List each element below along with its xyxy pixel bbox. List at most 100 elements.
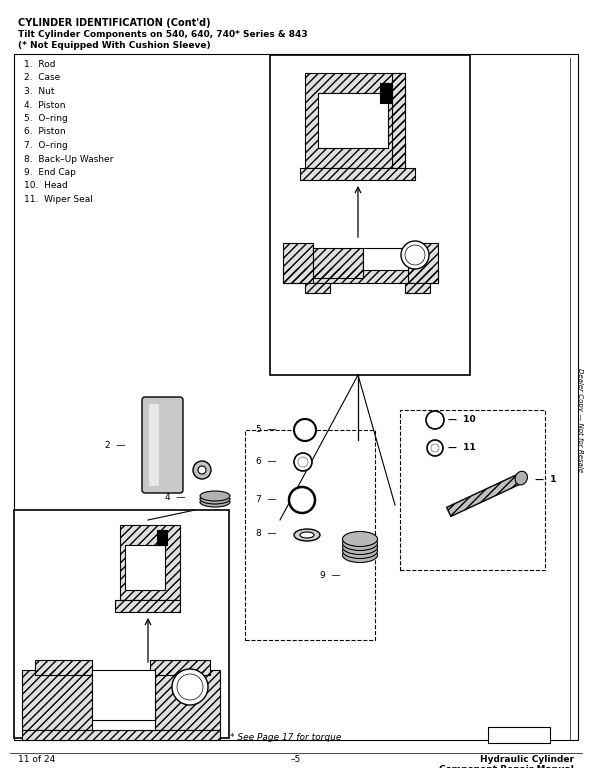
Text: —  1: — 1 bbox=[535, 475, 556, 485]
Bar bbox=[488, 727, 550, 743]
Bar bbox=[392, 73, 405, 168]
Text: 1.  Rod: 1. Rod bbox=[24, 60, 56, 69]
Circle shape bbox=[405, 245, 425, 265]
Bar bbox=[120, 525, 180, 600]
Ellipse shape bbox=[343, 539, 378, 554]
Bar bbox=[313, 248, 363, 278]
Bar bbox=[363, 255, 408, 268]
Bar bbox=[92, 670, 155, 720]
Bar bbox=[14, 54, 578, 740]
Text: 5.  O–ring: 5. O–ring bbox=[24, 114, 67, 123]
Text: 11 of 24: 11 of 24 bbox=[18, 755, 55, 764]
FancyBboxPatch shape bbox=[149, 404, 159, 486]
Bar bbox=[305, 73, 405, 168]
Text: 5  —: 5 — bbox=[256, 425, 276, 435]
Bar bbox=[22, 670, 92, 730]
Circle shape bbox=[294, 492, 310, 508]
Bar bbox=[120, 525, 180, 600]
Bar bbox=[305, 283, 330, 293]
Circle shape bbox=[401, 241, 429, 269]
Bar bbox=[392, 73, 405, 168]
Text: (* Not Equipped With Cushion Sleeve): (* Not Equipped With Cushion Sleeve) bbox=[18, 41, 211, 50]
Bar bbox=[155, 670, 220, 730]
Circle shape bbox=[299, 424, 311, 436]
Bar bbox=[305, 73, 405, 168]
Circle shape bbox=[298, 457, 308, 467]
Text: 4.  Piston: 4. Piston bbox=[24, 101, 66, 110]
Ellipse shape bbox=[343, 535, 378, 551]
Bar bbox=[283, 243, 313, 283]
Ellipse shape bbox=[515, 472, 527, 485]
Bar bbox=[150, 660, 210, 675]
Text: 2.  Case: 2. Case bbox=[24, 74, 60, 82]
Bar bbox=[300, 168, 415, 180]
Text: Hydraulic Cylinder
Component Repair Manual: Hydraulic Cylinder Component Repair Manu… bbox=[439, 755, 574, 768]
Bar bbox=[22, 730, 220, 740]
Text: Dealer Copy — Not for Resale: Dealer Copy — Not for Resale bbox=[577, 368, 583, 472]
Ellipse shape bbox=[300, 532, 314, 538]
Circle shape bbox=[177, 674, 203, 700]
Text: —  11: — 11 bbox=[448, 443, 476, 452]
Text: 3.  Nut: 3. Nut bbox=[24, 87, 54, 96]
Bar bbox=[318, 93, 388, 148]
Bar bbox=[380, 83, 392, 103]
Bar bbox=[22, 730, 220, 740]
Text: 11.  Wiper Seal: 11. Wiper Seal bbox=[24, 195, 93, 204]
Text: —  10: — 10 bbox=[448, 415, 475, 425]
Text: 8  —: 8 — bbox=[256, 528, 276, 538]
Text: 7  —: 7 — bbox=[256, 495, 276, 505]
Text: 6.  Piston: 6. Piston bbox=[24, 127, 66, 137]
Text: Tilt Cylinder Components on 540, 640, 740* Series & 843: Tilt Cylinder Components on 540, 640, 74… bbox=[18, 30, 308, 39]
Bar bbox=[405, 283, 430, 293]
Bar bbox=[155, 670, 220, 730]
Text: * See Page 17 for torque: * See Page 17 for torque bbox=[230, 733, 342, 742]
Text: 7.  O–ring: 7. O–ring bbox=[24, 141, 67, 150]
Bar bbox=[270, 55, 470, 375]
Bar bbox=[115, 600, 180, 612]
Bar bbox=[300, 168, 415, 180]
Text: 8.  Back–Up Washer: 8. Back–Up Washer bbox=[24, 154, 114, 164]
Text: CYLINDER IDENTIFICATION (Cont'd): CYLINDER IDENTIFICATION (Cont'd) bbox=[18, 18, 211, 28]
Ellipse shape bbox=[200, 497, 230, 507]
Bar bbox=[125, 545, 165, 590]
Bar bbox=[183, 683, 197, 693]
Ellipse shape bbox=[294, 529, 320, 541]
Bar bbox=[408, 243, 438, 283]
Circle shape bbox=[198, 466, 206, 474]
Circle shape bbox=[427, 440, 443, 456]
Bar bbox=[363, 255, 408, 268]
Text: C–02808: C–02808 bbox=[501, 733, 538, 742]
Bar bbox=[283, 243, 313, 283]
Text: 9.  End Cap: 9. End Cap bbox=[24, 168, 76, 177]
Bar bbox=[115, 600, 180, 612]
Bar bbox=[405, 283, 430, 293]
Circle shape bbox=[172, 669, 208, 705]
Circle shape bbox=[289, 487, 315, 513]
Circle shape bbox=[193, 461, 211, 479]
Text: –5: –5 bbox=[291, 755, 301, 764]
Bar bbox=[150, 660, 210, 675]
Polygon shape bbox=[446, 474, 523, 516]
FancyBboxPatch shape bbox=[142, 397, 183, 493]
Bar bbox=[35, 660, 92, 675]
Circle shape bbox=[294, 453, 312, 471]
Bar bbox=[283, 268, 438, 283]
Bar bbox=[363, 248, 408, 270]
Text: 4  —: 4 — bbox=[165, 494, 185, 502]
Circle shape bbox=[426, 411, 444, 429]
Bar bbox=[305, 283, 330, 293]
Text: 10.  Head: 10. Head bbox=[24, 181, 67, 190]
Ellipse shape bbox=[200, 491, 230, 501]
Ellipse shape bbox=[343, 548, 378, 562]
Circle shape bbox=[431, 444, 439, 452]
Ellipse shape bbox=[343, 531, 378, 547]
Ellipse shape bbox=[200, 494, 230, 504]
Bar bbox=[313, 248, 363, 278]
Bar bbox=[408, 243, 438, 283]
Text: 6  —: 6 — bbox=[256, 458, 276, 466]
Bar bbox=[14, 510, 229, 738]
Bar bbox=[245, 430, 375, 640]
Bar bbox=[22, 670, 92, 730]
Bar bbox=[157, 530, 167, 545]
Text: 2  —: 2 — bbox=[105, 441, 125, 449]
